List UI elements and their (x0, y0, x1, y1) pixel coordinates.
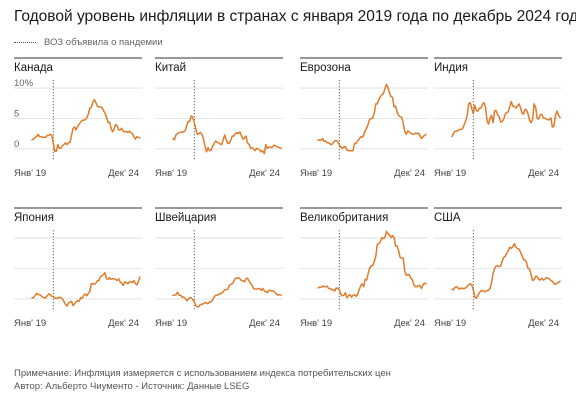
footnote: Примечание: Инфляция измеряется с исполь… (14, 368, 391, 379)
panel-title: Еврозона (300, 62, 351, 74)
panel-title: Япония (14, 212, 54, 224)
inflation-series-line (31, 271, 141, 307)
inflation-series-line (317, 230, 427, 299)
panel-title: США (434, 212, 461, 224)
chart-panel: Еврозона Янв' 19 Дек' 24 (300, 57, 428, 179)
inflation-series-line (172, 115, 282, 155)
x-start-label: Янв' 19 (155, 168, 187, 179)
panel-title: Великобритания (300, 212, 388, 224)
x-end-label: Дек' 24 (108, 168, 139, 179)
chart-panel: Великобритания Янв' 19 Дек' 24 (300, 207, 428, 329)
x-end-label: Дек' 24 (249, 318, 280, 329)
x-start-label: Янв' 19 (300, 168, 332, 179)
x-start-label: Янв' 19 (434, 168, 466, 179)
inflation-series-line (317, 83, 427, 152)
source-credit: Автор: Альберто Чиументо - Источник: Дан… (14, 381, 250, 392)
y-tick-label: 10% (14, 78, 34, 89)
chart-panel: Япония Янв' 19 Дек' 24 (14, 207, 142, 329)
x-start-label: Янв' 19 (300, 318, 332, 329)
x-end-label: Дек' 24 (528, 168, 559, 179)
x-end-label: Дек' 24 (528, 318, 559, 329)
legend: ВОЗ объявила о пандемии (14, 37, 163, 48)
panel-title: Китай (155, 62, 186, 74)
x-end-label: Дек' 24 (394, 318, 425, 329)
inflation-series-line (451, 100, 561, 138)
x-end-label: Дек' 24 (394, 168, 425, 179)
y-tick-label: 0 (14, 139, 19, 150)
pandemic-legend-label: ВОЗ объявила о пандемии (44, 37, 163, 48)
pandemic-legend-swatch (14, 42, 36, 43)
inflation-series-line (451, 242, 561, 300)
x-end-label: Дек' 24 (249, 168, 280, 179)
x-start-label: Янв' 19 (155, 318, 187, 329)
inflation-series-line (172, 276, 282, 308)
x-start-label: Янв' 19 (14, 168, 46, 179)
chart-panel: Швейцария Янв' 19 Дек' 24 (155, 207, 283, 329)
panel-title: Швейцария (155, 212, 216, 224)
chart-title: Годовой уровень инфляции в странах с янв… (14, 8, 576, 25)
x-start-label: Янв' 19 (14, 318, 46, 329)
y-tick-label: 5 (14, 108, 19, 119)
panel-title: Канада (14, 62, 54, 74)
chart-panel: Канада 10% 5 0 Янв' 19 Дек' 24 (14, 57, 142, 179)
x-start-label: Янв' 19 (434, 318, 466, 329)
chart-panel: США Янв' 19 Дек' 24 (434, 207, 562, 329)
panel-title: Индия (434, 62, 468, 74)
x-end-label: Дек' 24 (108, 318, 139, 329)
chart-panel: Китай Янв' 19 Дек' 24 (155, 57, 283, 179)
inflation-series-line (31, 98, 141, 153)
chart-panel: Индия Янв' 19 Дек' 24 (434, 57, 562, 179)
